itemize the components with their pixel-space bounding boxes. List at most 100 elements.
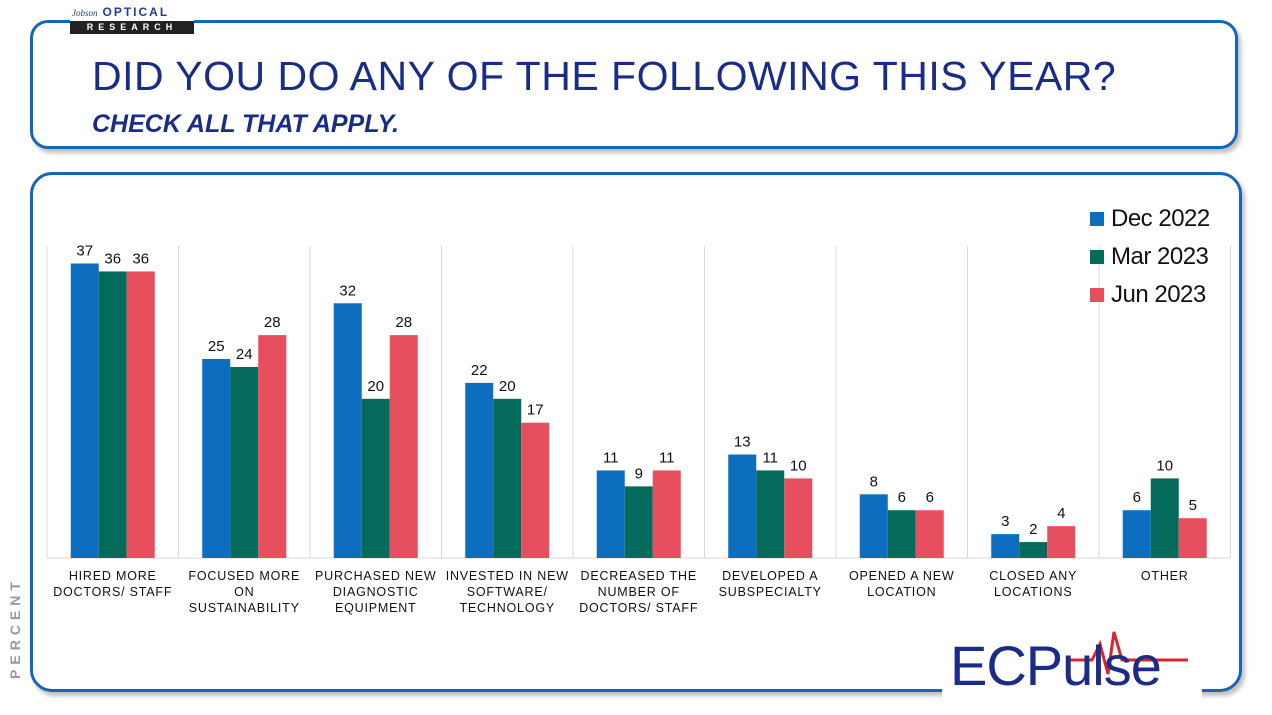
category-label-line: LOCATIONS (994, 585, 1073, 599)
category-label: PURCHASED NEW DIAGNOSTIC EQUIPMENT (315, 569, 437, 615)
data-label: 13 (734, 434, 751, 451)
data-label: 32 (339, 282, 356, 299)
y-axis-label: PERCENT (7, 577, 23, 679)
data-label: 10 (1156, 457, 1173, 474)
bar (493, 398, 522, 558)
category-label-line: OTHER (1141, 569, 1189, 583)
bar (98, 271, 127, 558)
bar (624, 486, 653, 558)
category-label-line: SOFTWARE/ (467, 585, 548, 599)
category-label-line: DEVELOPED A (722, 569, 818, 583)
bar (859, 494, 888, 558)
data-label: 20 (499, 378, 516, 395)
legend-label-jun-2023: Jun 2023 (1111, 281, 1206, 308)
chart-legend: Dec 2022 Mar 2023 Jun 2023 (1090, 200, 1210, 314)
data-label: 9 (635, 465, 643, 482)
category-label-line: DOCTORS/ STAFF (53, 585, 172, 599)
data-label: 36 (132, 250, 149, 267)
data-label: 4 (1057, 505, 1065, 522)
data-label: 6 (898, 489, 906, 506)
category-label: DECREASED THE NUMBER OF DOCTORS/ STAFF (579, 569, 698, 615)
data-label: 6 (1133, 489, 1141, 506)
data-label: 20 (367, 378, 384, 395)
page-subtitle: CHECK ALL THAT APPLY. (92, 110, 399, 138)
category-label-line: PURCHASED NEW (315, 569, 437, 583)
category-label-line: TECHNOLOGY (459, 601, 555, 615)
category-label: FOCUSED MORE ON SUSTAINABILITY (188, 569, 300, 615)
category-label-line: ON (234, 585, 254, 599)
category-label-line: OPENED A NEW (849, 569, 954, 583)
category-label-line: SUSTAINABILITY (189, 601, 300, 615)
bar (652, 470, 681, 558)
category-label-line: NUMBER OF (598, 585, 680, 599)
data-label: 22 (471, 362, 488, 379)
category-label-line: HIRED MORE (69, 569, 157, 583)
bar (258, 335, 287, 558)
bar (1178, 518, 1207, 558)
data-label: 11 (659, 449, 675, 466)
category-label: OTHER (1141, 569, 1189, 583)
bar (521, 422, 550, 558)
bar (784, 478, 813, 558)
legend-item-mar-2023: Mar 2023 (1090, 238, 1210, 276)
bar (915, 510, 944, 558)
category-label-line: FOCUSED MORE (188, 569, 300, 583)
data-label: 11 (762, 449, 778, 466)
category-label: HIRED MORE DOCTORS/ STAFF (53, 569, 172, 599)
data-label: 2 (1029, 521, 1037, 538)
data-label: 8 (870, 473, 878, 490)
bar (126, 271, 155, 558)
category-label-line: CLOSED ANY (989, 569, 1077, 583)
category-label: INVESTED IN NEW SOFTWARE/TECHNOLOGY (446, 569, 569, 615)
data-label: 6 (926, 489, 934, 506)
legend-swatch-jun-2023 (1090, 288, 1104, 302)
logo-research-text: RESEARCH (70, 21, 194, 34)
legend-swatch-mar-2023 (1090, 250, 1104, 264)
category-label-line: SUBSPECIALTY (719, 585, 822, 599)
bar (1122, 510, 1151, 558)
category-label-line: LOCATION (867, 585, 936, 599)
data-label: 11 (603, 449, 619, 466)
page-title: DID YOU DO ANY OF THE FOLLOWING THIS YEA… (92, 53, 1117, 99)
logo-jobson-text: Jobson (72, 8, 98, 18)
category-label-line: EQUIPMENT (335, 601, 417, 615)
bar (230, 366, 259, 558)
bar (887, 510, 916, 558)
category-label: CLOSED ANY LOCATIONS (989, 569, 1077, 599)
bar (596, 470, 625, 558)
category-label: DEVELOPED A SUBSPECIALTY (719, 569, 822, 599)
bar (1150, 478, 1179, 558)
data-label: 24 (236, 346, 253, 363)
data-label: 25 (208, 338, 225, 355)
title-panel (30, 20, 1238, 149)
legend-label-dec-2022: Dec 2022 (1111, 205, 1210, 232)
category-label-line: DIAGNOSTIC (333, 585, 419, 599)
bar (1047, 526, 1076, 558)
ecpulse-logo-text: ECPulse (950, 634, 1162, 697)
data-label: 5 (1189, 497, 1197, 514)
jobson-optical-research-logo: Jobson OPTICAL RESEARCH (70, 5, 194, 35)
category-label-line: INVESTED IN NEW (446, 569, 569, 583)
data-label: 28 (395, 314, 412, 331)
legend-item-dec-2022: Dec 2022 (1090, 200, 1210, 238)
chart-panel (30, 172, 1242, 692)
logo-optical-text: OPTICAL (102, 5, 170, 19)
data-label: 28 (264, 314, 281, 331)
bar (728, 454, 757, 558)
data-label: 36 (104, 250, 121, 267)
data-label: 17 (527, 402, 544, 419)
legend-label-mar-2023: Mar 2023 (1111, 243, 1209, 270)
bar (389, 335, 418, 558)
data-label: 37 (76, 242, 93, 259)
data-label: 10 (790, 457, 807, 474)
bar (465, 382, 494, 558)
category-label-line: DECREASED THE (581, 569, 697, 583)
pulse-line-icon (1070, 631, 1188, 675)
bar (991, 534, 1020, 558)
bar (202, 359, 231, 558)
category-label: OPENED A NEW LOCATION (849, 569, 954, 599)
legend-item-jun-2023: Jun 2023 (1090, 276, 1210, 314)
bar (333, 303, 362, 558)
bar (70, 263, 99, 558)
